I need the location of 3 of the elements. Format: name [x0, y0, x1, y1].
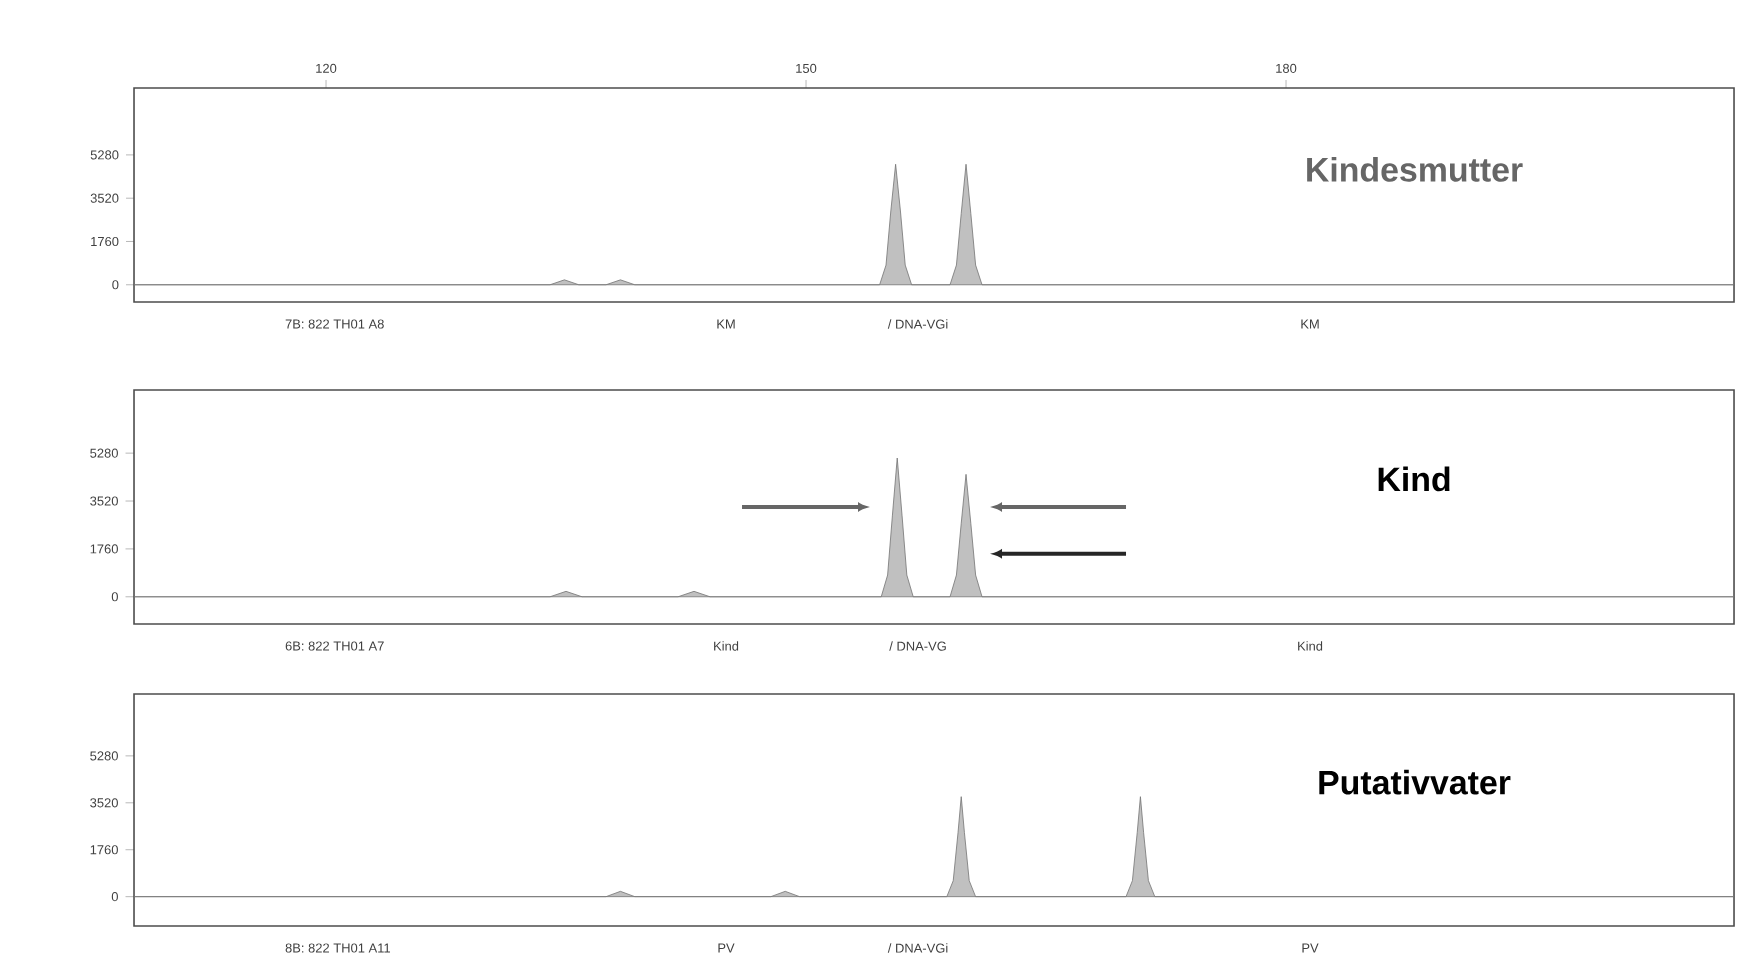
text: Kindesmutter [1307, 156, 1523, 182]
text: Putativvater [1319, 769, 1511, 795]
text: Kind [1378, 466, 1450, 492]
